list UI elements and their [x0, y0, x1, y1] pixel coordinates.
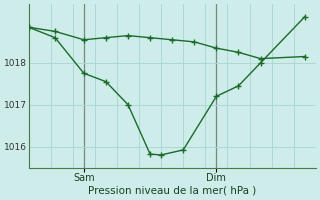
- X-axis label: Pression niveau de la mer( hPa ): Pression niveau de la mer( hPa ): [88, 186, 256, 196]
